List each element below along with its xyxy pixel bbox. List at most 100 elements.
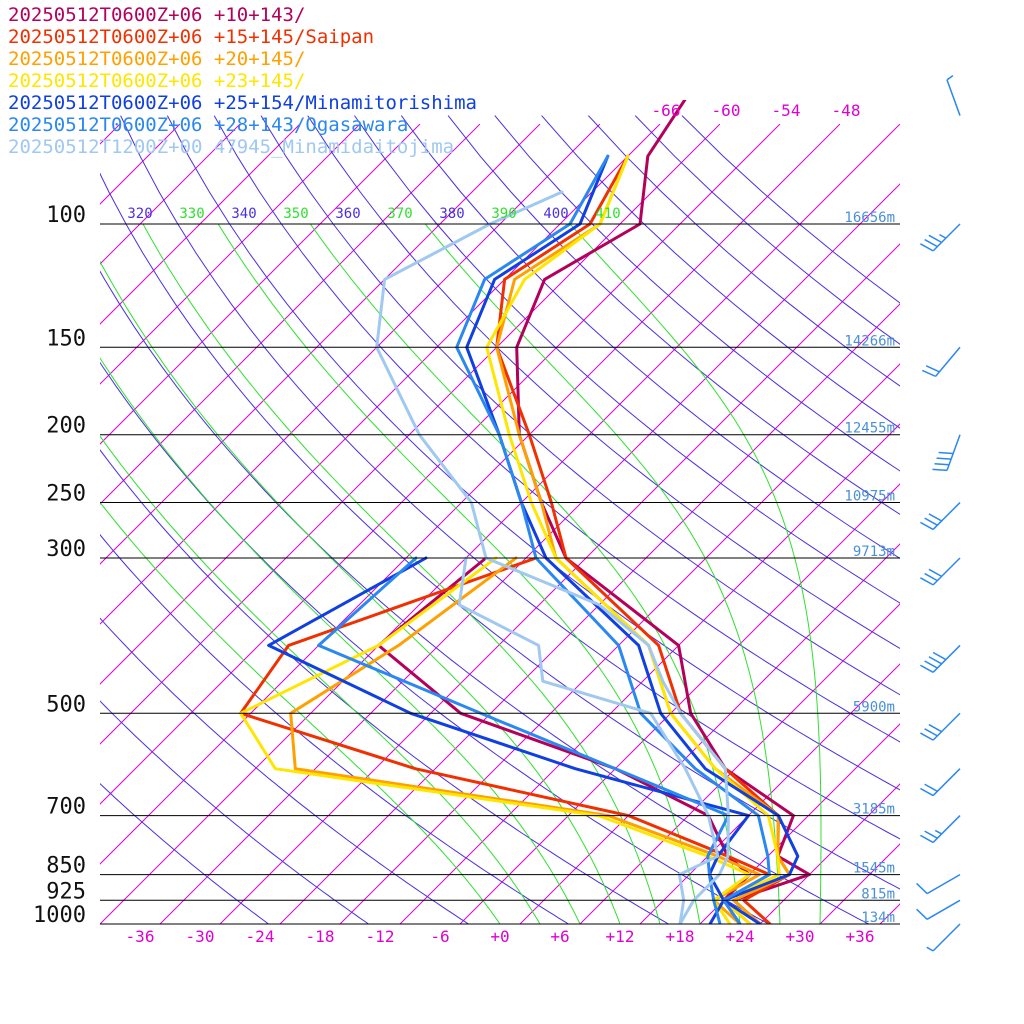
wind-barb [920, 712, 961, 741]
wind-barb-half-feather [926, 946, 934, 952]
wind-barb-staff [932, 768, 961, 797]
wind-barb-staff [946, 434, 961, 471]
legend-entry: 20250512T0600Z+06 +28+143/Ogasawara [8, 114, 409, 136]
wind-barb-feather [920, 664, 934, 673]
dewpoint-trace [457, 556, 720, 924]
wind-barb-feather [925, 365, 940, 373]
wind-barb [920, 502, 961, 531]
pressure-label: 100 [46, 203, 86, 228]
wind-barb-feather [928, 656, 942, 665]
legend-entry: 20250512T0600Z+06 +10+143/ [8, 4, 306, 26]
wind-barb-staff [926, 873, 961, 895]
isotherm-line [879, 903, 900, 924]
wind-barb [920, 557, 961, 586]
isotherm-line [100, 123, 181, 205]
temperature-tick-label: -6 [430, 927, 449, 946]
dry-adiabat-line [494, 115, 900, 472]
theta-label: 340 [231, 206, 256, 222]
wind-barb-feather [920, 834, 934, 844]
wind-barb-feather [928, 568, 942, 578]
wind-barb-staff [932, 557, 961, 586]
pressure-label: 150 [46, 326, 86, 351]
wind-barb-staff [932, 223, 961, 252]
isotherm-line [519, 543, 900, 924]
wind-barb [932, 434, 961, 472]
wind-barb-feather [920, 521, 934, 531]
height-label: 134m [861, 910, 895, 926]
height-label: 5900m [853, 699, 895, 715]
temperature-tick-label: +36 [846, 927, 875, 946]
pressure-label: 200 [46, 414, 86, 439]
theta-label: 370 [387, 206, 412, 222]
wind-barb-feather [916, 908, 928, 920]
wind-barb-feather [916, 882, 928, 895]
isotherm-line [639, 663, 900, 924]
wind-barb-feather [921, 369, 936, 378]
height-label: 10975m [844, 489, 895, 505]
dry-adiabat-line [100, 449, 669, 924]
wind-barb [946, 74, 961, 116]
theta-label: 400 [543, 206, 568, 222]
dry-adiabat-line [260, 115, 900, 696]
height-label: 1545m [853, 861, 895, 877]
sounding-traces [239, 100, 811, 924]
wind-barb [920, 644, 961, 673]
theta-label: 350 [283, 206, 308, 222]
dewpoint-trace [267, 556, 750, 924]
isotherm-line [279, 303, 900, 924]
temperature-tick-label: -18 [306, 927, 335, 946]
temperature-tick-label-top: -60 [712, 101, 741, 120]
temperature-tick-label: -36 [126, 927, 155, 946]
legend-entry: 20250512T0600Z+06 +25+154/Minamitorishim… [8, 92, 477, 114]
temperature-tick-label-top: -66 [652, 101, 681, 120]
temperature-tick-label-top: -48 [832, 101, 861, 120]
wind-barb-feather [924, 660, 938, 669]
wind-barb-staff [932, 815, 961, 843]
wind-barb-feather [928, 723, 942, 733]
theta-label: 380 [439, 206, 464, 222]
theta-label: 320 [127, 206, 152, 222]
theta-label: 360 [335, 206, 360, 222]
wind-barb-half-feather [939, 233, 947, 239]
wind-barb [920, 223, 961, 252]
temperature-trace [455, 154, 771, 924]
wind-barb [920, 815, 961, 844]
temperature-tick-label: +18 [666, 927, 695, 946]
height-label: 14266m [844, 333, 895, 349]
wind-barb-staff [946, 79, 961, 116]
height-label: 9713m [853, 544, 895, 560]
temperature-tick-label: +30 [786, 927, 815, 946]
axis-labels: 100 16656m 150 14266m 200 12455m 250 10975m 300 9… [33, 101, 900, 946]
pressure-label: 925 [46, 879, 86, 904]
wind-barb-half-feather [934, 829, 942, 835]
wind-barb-half-feather [946, 74, 954, 81]
theta-label: 330 [179, 206, 204, 222]
wind-barb-feather [920, 577, 934, 586]
temperature-trace [375, 190, 730, 924]
wind-barb-feather [924, 783, 938, 792]
temperature-trace [465, 154, 800, 924]
wind-barb-feather [920, 787, 934, 797]
pressure-label: 850 [46, 854, 86, 879]
isotherm-line [100, 123, 900, 924]
dry-adiabat-line [588, 115, 900, 387]
pressure-label: 300 [46, 537, 86, 562]
temperature-tick-label: -12 [366, 927, 395, 946]
dry-adiabat-line [100, 534, 569, 924]
wind-barb-feather [932, 468, 948, 472]
temperature-trace [495, 154, 791, 924]
wind-barb-feather [924, 830, 938, 839]
temperature-tick-label-top: -54 [772, 101, 801, 120]
dry-adiabat-line [354, 115, 900, 604]
wind-barb [926, 923, 961, 952]
dry-adiabat-line [213, 115, 900, 743]
height-label: 3185m [853, 802, 895, 818]
wind-barb-feather [924, 728, 938, 737]
wind-barb-feather [924, 517, 938, 526]
dry-adiabat-line [100, 617, 469, 924]
wind-barb-feather [932, 651, 947, 661]
dry-adiabat-line [166, 115, 900, 791]
wind-barb-feather [920, 732, 934, 741]
wind-barb-staff [932, 644, 961, 673]
